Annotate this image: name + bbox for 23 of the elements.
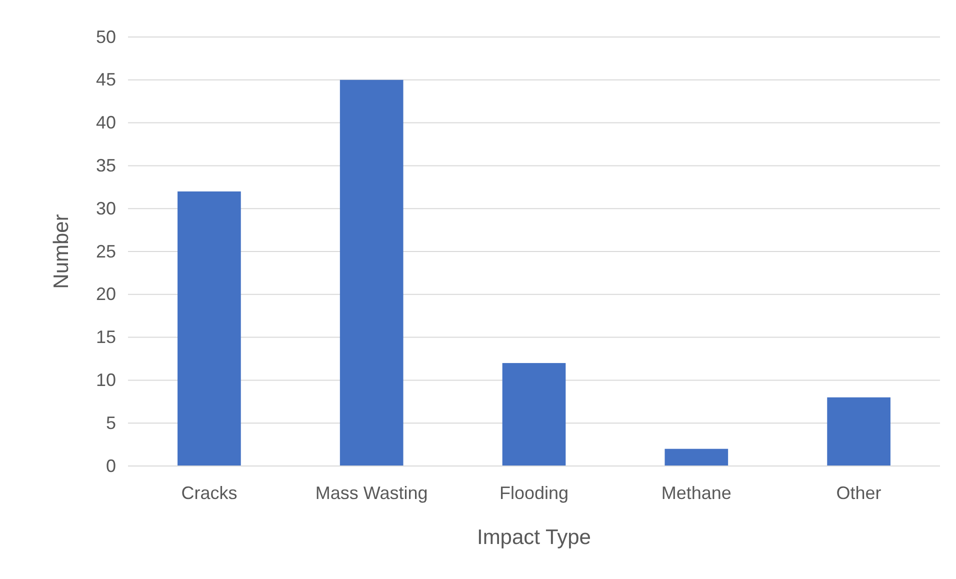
y-tick-label: 50 [96, 26, 116, 47]
y-tick-label: 40 [96, 112, 116, 133]
bar [827, 397, 890, 466]
y-axis-title: Number [50, 214, 73, 289]
bar [340, 80, 404, 466]
bar [664, 448, 728, 466]
x-tick-label: Cracks [181, 482, 238, 503]
bar [178, 191, 241, 466]
y-tick-label: 25 [96, 241, 116, 262]
y-tick-label: 15 [96, 327, 116, 348]
x-tick-label: Other [836, 482, 882, 503]
x-tick-label: Flooding [499, 482, 569, 503]
y-tick-label: 35 [96, 155, 116, 176]
bar [502, 363, 566, 466]
y-tick-label: 30 [96, 198, 116, 218]
y-tick-label: 20 [96, 284, 116, 304]
x-axis-title: Impact Type [476, 526, 592, 549]
x-tick-label: Mass Wasting [315, 482, 428, 503]
y-tick-label: 0 [106, 456, 116, 476]
y-tick-label: 5 [106, 412, 116, 433]
y-tick-label: 45 [96, 70, 116, 90]
x-tick-label: Methane [661, 482, 732, 503]
y-tick-label: 10 [96, 370, 116, 390]
